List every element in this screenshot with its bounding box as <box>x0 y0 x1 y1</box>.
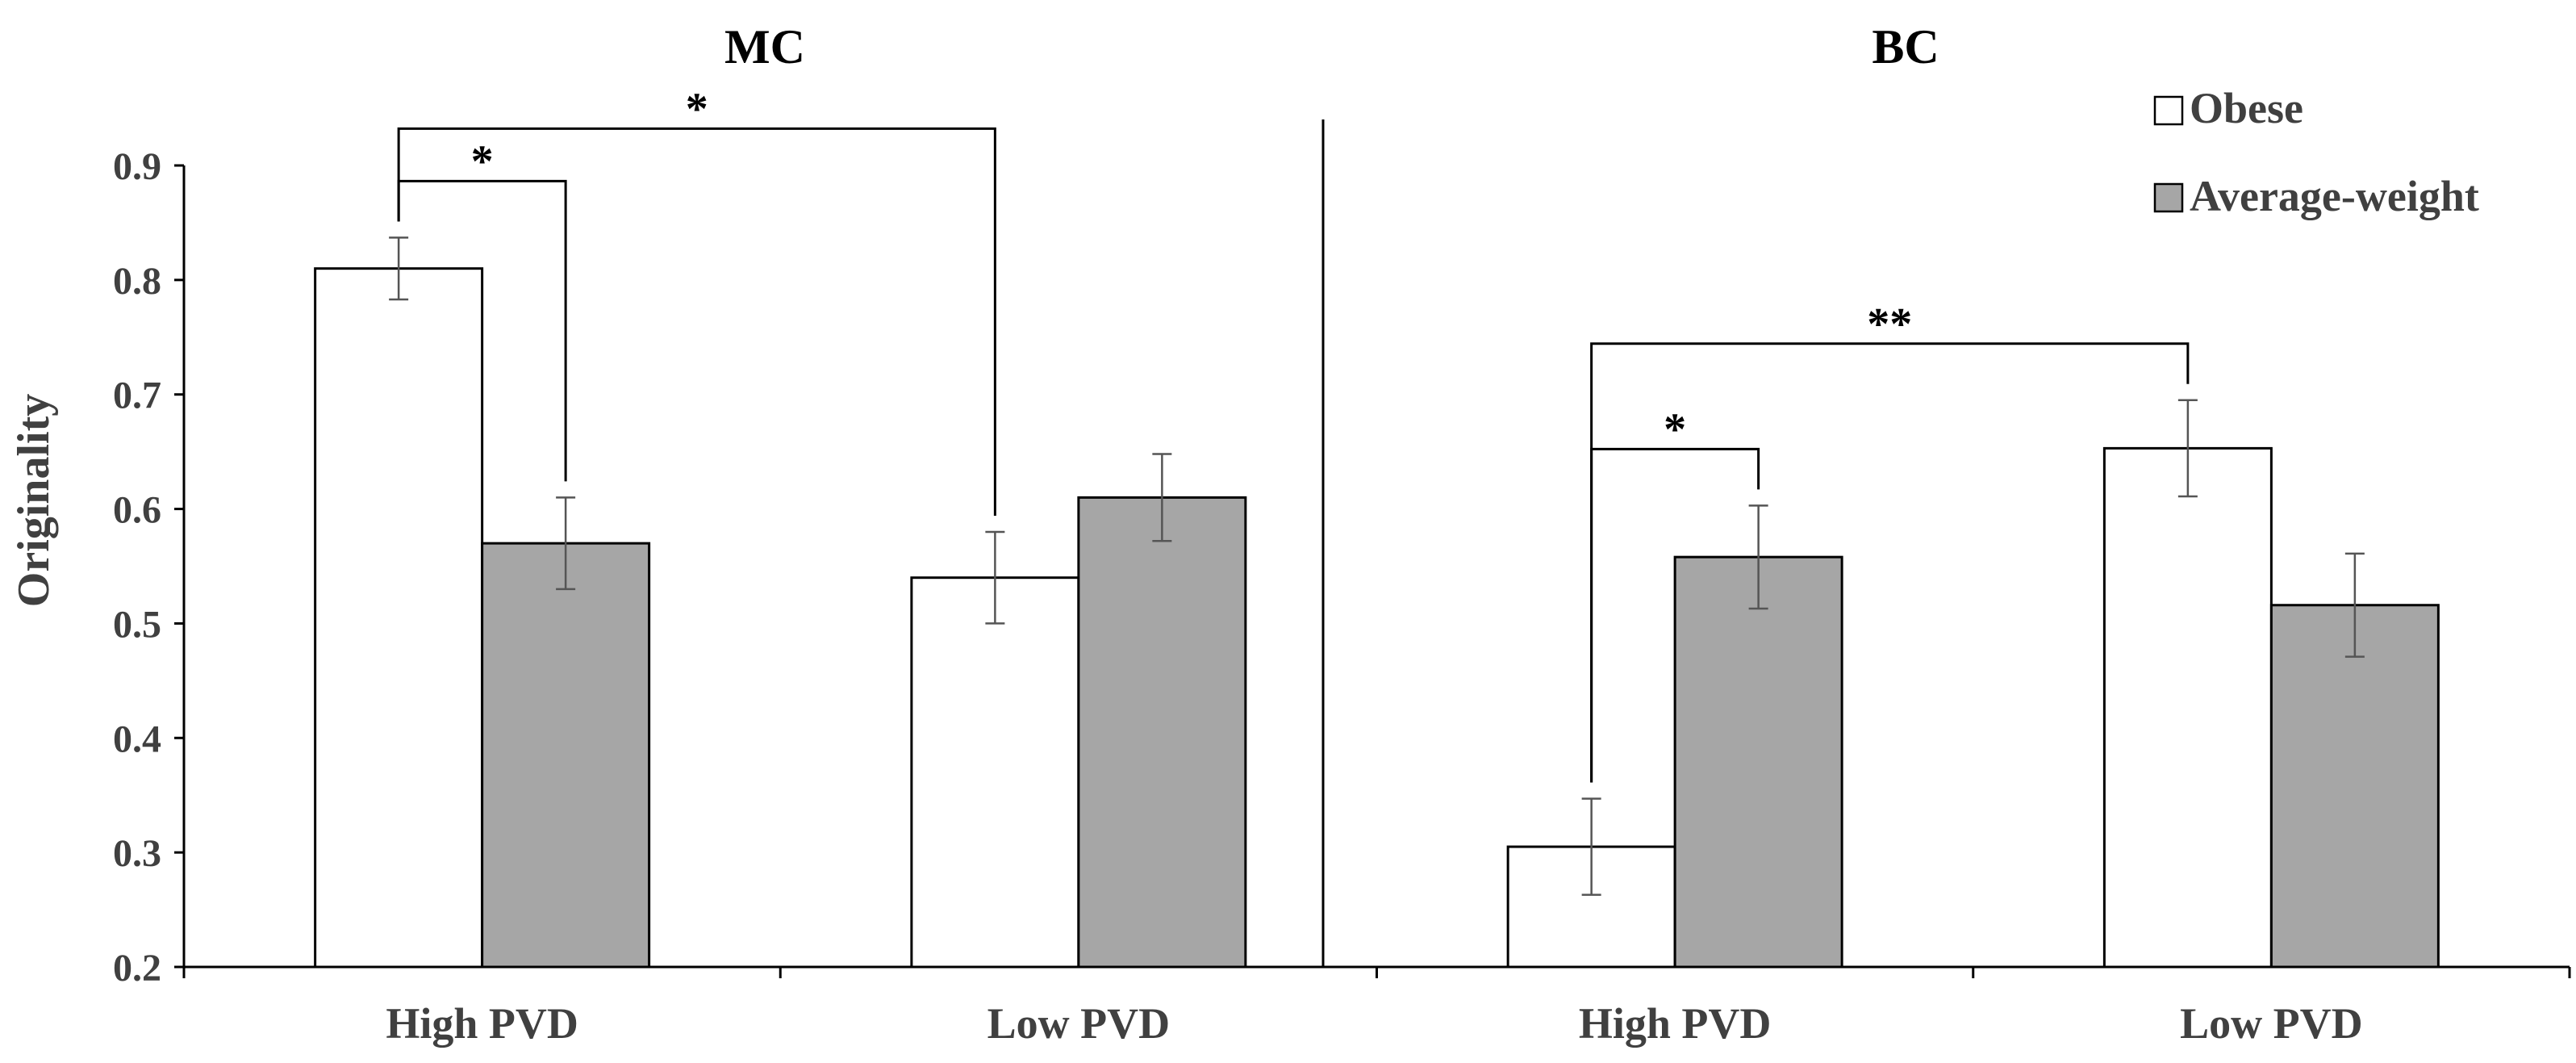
bar-average-weight-low-pvd <box>2269 604 2440 969</box>
bar-obese-low-pvd <box>2102 446 2273 969</box>
significance-bracket <box>1590 342 2190 783</box>
panel-title-mc: MC <box>724 20 805 73</box>
panel-title-bc: BC <box>1872 20 1939 73</box>
bar-obese-low-pvd <box>910 576 1080 969</box>
significance-star: * <box>1664 404 1686 454</box>
y-axis-label: Originality <box>9 394 59 607</box>
legend: Obese Average-weight <box>2153 84 2479 220</box>
significance-annotations: ***** <box>397 84 2190 783</box>
bar-average-weight-high-pvd <box>1673 555 1843 969</box>
significance-star: ** <box>1867 299 1912 349</box>
legend-swatch-average-weight <box>2153 182 2184 213</box>
y-tick-label: 0.3 <box>113 832 161 875</box>
x-axis <box>182 965 2571 978</box>
x-tick-label: High PVD <box>1579 999 1772 1048</box>
y-tick-label: 0.5 <box>113 603 161 646</box>
x-tick-label: Low PVD <box>987 999 1171 1048</box>
significance-star: * <box>471 136 494 186</box>
bar-obese-high-pvd <box>314 267 484 969</box>
bars <box>314 236 2440 969</box>
y-tick-label: 0.9 <box>113 145 161 188</box>
significance-bracket <box>397 127 996 516</box>
y-tick-label: 0.6 <box>113 489 161 532</box>
significance-star: * <box>686 84 708 134</box>
x-tick-labels: High PVD Low PVD High PVD Low PVD <box>386 999 2362 1048</box>
y-tick-label: 0.8 <box>113 260 161 303</box>
legend-label-obese: Obese <box>2190 84 2303 132</box>
x-tick-label: Low PVD <box>2180 999 2363 1048</box>
bar-average-weight-low-pvd <box>1077 496 1247 969</box>
y-tick-label: 0.2 <box>113 947 161 990</box>
bar-average-weight-high-pvd <box>481 542 651 969</box>
legend-swatch-obese <box>2153 95 2184 126</box>
x-tick-label: High PVD <box>386 999 578 1048</box>
legend-label-average-weight: Average-weight <box>2190 172 2479 220</box>
y-tick-label: 0.4 <box>113 718 161 760</box>
y-axis: 0.2 0.3 0.4 0.5 0.6 0.7 0.8 0.9 <box>113 145 186 990</box>
y-tick-label: 0.7 <box>113 375 161 417</box>
